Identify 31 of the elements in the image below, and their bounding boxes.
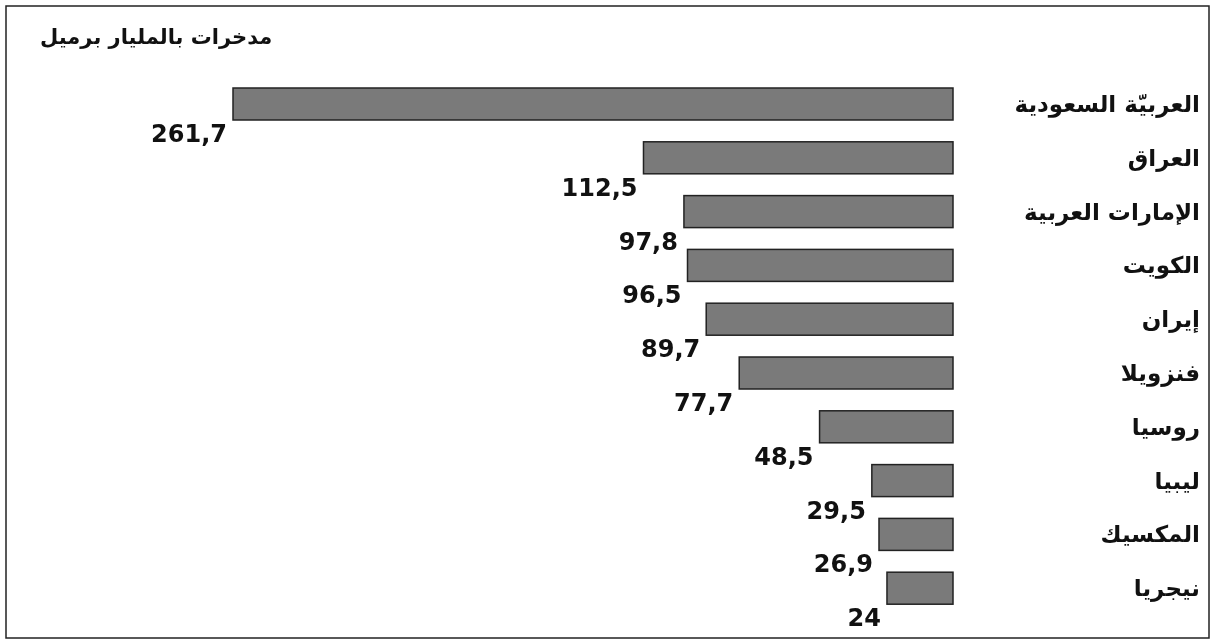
- bar: [878, 517, 954, 552]
- y-tick-label: العراق: [1127, 144, 1200, 172]
- bar: [686, 248, 954, 283]
- bar: [683, 194, 954, 229]
- bar: [886, 571, 954, 605]
- y-tick-label: العربيّة السعودية: [1014, 91, 1200, 118]
- y-tick-label: روسيا: [1131, 413, 1200, 441]
- chart-title: مدخرات بالمليار برميل: [40, 25, 273, 49]
- data-label: 89,7: [640, 335, 701, 364]
- y-tick-label: نيجريا: [1133, 575, 1200, 603]
- data-label: 24: [847, 604, 881, 633]
- data-label: 112,5: [561, 173, 638, 202]
- data-label: 26,9: [813, 550, 873, 579]
- bar: [705, 302, 954, 336]
- data-label: 29,5: [806, 496, 866, 525]
- bar: [642, 141, 954, 175]
- y-tick-label: الإمارات العربية: [1024, 198, 1200, 226]
- y-tick-label: الكويت: [1122, 252, 1200, 280]
- data-label: 97,8: [618, 227, 678, 256]
- y-tick-label: فنزويلا: [1120, 360, 1200, 387]
- bar: [871, 463, 954, 498]
- y-tick-label: إيران: [1141, 306, 1200, 334]
- data-label: 261,7: [151, 120, 227, 148]
- data-label: 77,7: [674, 389, 734, 417]
- data-label: 48,5: [754, 442, 814, 471]
- bar: [818, 410, 954, 444]
- y-tick-label: ليبيا: [1154, 467, 1200, 494]
- bar: [232, 87, 954, 121]
- bar: [738, 356, 954, 390]
- y-tick-label: المكسيك: [1100, 521, 1200, 548]
- data-label: 96,5: [622, 281, 682, 310]
